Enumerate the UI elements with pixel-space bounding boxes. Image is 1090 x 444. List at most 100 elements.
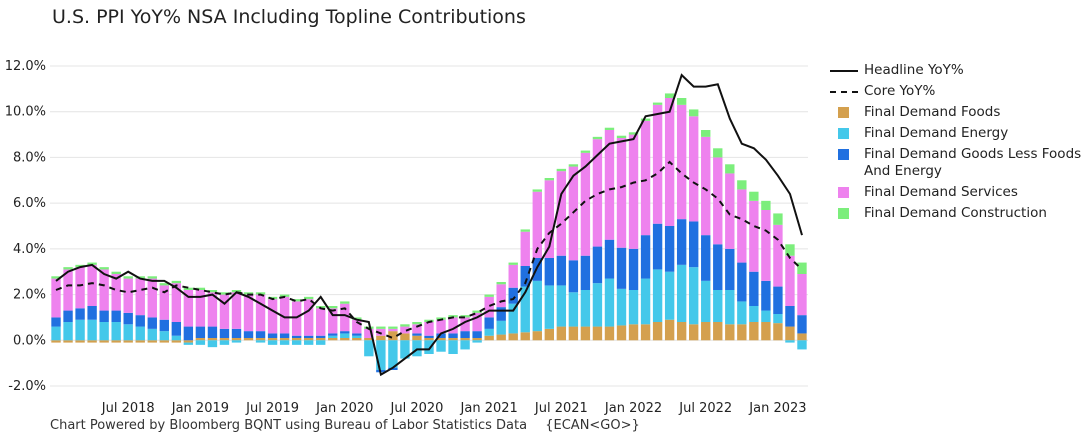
- bar-segment-services: [640, 120, 651, 236]
- bar-segment-construction: [652, 102, 663, 105]
- bar-segment-foods: [87, 340, 97, 343]
- bar-segment-foods: [448, 338, 458, 341]
- bar-segment-services: [159, 285, 169, 320]
- bar-segment-construction: [580, 150, 591, 153]
- x-tick-label: Jan 2023: [748, 401, 806, 416]
- bar-segment-construction: [340, 301, 350, 304]
- bar-segment-energy: [785, 340, 795, 343]
- bar-segment-foods: [508, 333, 518, 341]
- bar-segment-goods: [713, 244, 723, 290]
- bar-segment-goods: [279, 333, 290, 338]
- bar-segment-energy: [51, 326, 61, 341]
- bar-segment-construction: [328, 306, 338, 309]
- bar-segment-services: [797, 274, 807, 316]
- bar-segment-energy: [111, 322, 121, 341]
- bars: [51, 93, 807, 373]
- bar-segment-energy: [388, 340, 398, 368]
- bar-segment-goods: [556, 255, 567, 286]
- bar-segment-services: [400, 326, 410, 334]
- bar-segment-goods: [63, 310, 73, 322]
- bar-segment-goods: [520, 266, 530, 287]
- y-tick-label: 2.0%: [13, 288, 46, 303]
- bar-segment-services: [99, 269, 109, 311]
- bar-segment-goods: [460, 331, 470, 338]
- legend-label: Final Demand Services: [864, 184, 1018, 200]
- x-tick-label: Jan 2021: [460, 401, 518, 416]
- bar-segment-energy: [568, 292, 579, 327]
- bar-segment-goods: [291, 335, 302, 338]
- legend-item-goods: Final Demand Goods Less Foods And Energy: [828, 146, 1086, 180]
- bar-segment-goods: [761, 280, 771, 311]
- bar-segment-services: [424, 322, 434, 336]
- bar-segment-services: [761, 210, 771, 281]
- bar-segment-services: [183, 290, 194, 327]
- legend-item-construction: Final Demand Construction: [828, 205, 1086, 222]
- bar-segment-goods: [436, 333, 446, 338]
- bar-segment-energy: [75, 319, 85, 341]
- bar-segment-goods: [219, 328, 230, 338]
- bar-segment-energy: [640, 278, 651, 325]
- bar-segment-construction: [376, 326, 386, 329]
- bar-segment-services: [352, 319, 362, 334]
- bar-segment-services: [267, 299, 278, 334]
- legend-label: Headline YoY%: [864, 62, 964, 78]
- bar-segment-foods: [568, 326, 579, 341]
- bar-segment-energy: [652, 269, 663, 322]
- bar-segment-goods: [243, 331, 254, 338]
- bar-segment-energy: [207, 340, 218, 348]
- bar-segment-construction: [255, 292, 266, 295]
- bar-segment-construction: [183, 287, 194, 290]
- bar-segment-energy: [797, 340, 807, 350]
- bar-segment-energy: [616, 288, 627, 326]
- bar-segment-goods: [604, 239, 615, 279]
- bar-segment-goods: [737, 262, 747, 302]
- bar-segment-energy: [689, 267, 699, 325]
- bar-segment-services: [460, 317, 470, 332]
- bar-segment-energy: [725, 290, 735, 325]
- bar-segment-goods: [207, 326, 218, 338]
- bar-segment-foods: [424, 338, 434, 341]
- bar-segment-energy: [364, 340, 374, 357]
- legend-marker-headline: [830, 70, 858, 72]
- bar-segment-construction: [496, 282, 506, 285]
- bar-segment-goods: [135, 315, 145, 327]
- bar-segment-energy: [676, 264, 687, 322]
- bar-segment-construction: [412, 322, 422, 325]
- bar-segment-foods: [556, 326, 567, 341]
- bar-segment-construction: [773, 213, 783, 225]
- bar-segment-services: [303, 299, 314, 336]
- bar-segment-services: [135, 278, 145, 316]
- bar-segment-construction: [123, 276, 133, 279]
- bar-segment-goods: [580, 255, 591, 290]
- x-tick-label: Jul 2018: [101, 401, 155, 416]
- bar-segment-foods: [664, 319, 675, 341]
- bar-segment-construction: [484, 294, 494, 297]
- bar-segment-goods: [388, 367, 398, 370]
- bar-segment-construction: [279, 294, 290, 297]
- bar-segment-energy: [520, 286, 530, 333]
- bar-segment-construction: [568, 164, 579, 167]
- bar-segment-energy: [604, 278, 615, 327]
- core-yoy-line: [55, 160, 803, 340]
- legend-label: Final Demand Construction: [864, 205, 1047, 221]
- bar-segment-services: [472, 312, 482, 332]
- bar-segment-services: [496, 284, 506, 308]
- legend: Headline YoY% Core YoY% Final Demand Foods…: [828, 62, 1086, 226]
- bar-segment-foods: [147, 340, 157, 343]
- bar-segment-goods: [676, 219, 687, 265]
- bar-segment-services: [340, 303, 350, 332]
- bar-segment-foods: [797, 333, 807, 341]
- legend-marker-construction: [838, 208, 849, 219]
- bar-segment-foods: [123, 340, 133, 343]
- bar-segment-energy: [171, 335, 182, 341]
- bar-segment-construction: [207, 290, 218, 293]
- bar-segment-foods: [592, 326, 603, 341]
- bar-segment-construction: [460, 315, 470, 318]
- bar-segment-services: [689, 116, 699, 222]
- bar-segment-energy: [195, 340, 206, 345]
- bar-segment-foods: [725, 324, 735, 341]
- bar-segment-goods: [171, 322, 182, 336]
- bar-segment-foods: [436, 338, 446, 341]
- bar-segment-foods: [689, 324, 699, 341]
